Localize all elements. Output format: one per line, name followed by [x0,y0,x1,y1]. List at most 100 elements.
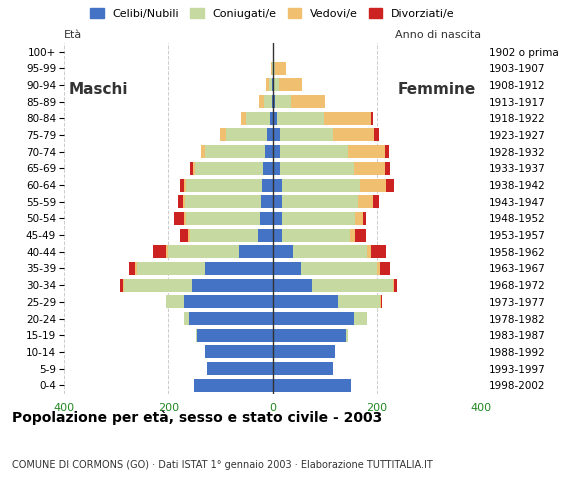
Bar [205,346,273,359]
Bar [238,245,273,258]
Bar [189,312,273,325]
Bar [263,162,273,175]
Bar [273,312,353,325]
Legend: Celibi/Nubili, Coniugati/e, Vedovi/e, Divorziati/e: Celibi/Nubili, Coniugati/e, Vedovi/e, Di… [90,8,455,19]
Bar [153,245,166,258]
Bar [379,262,390,275]
Bar [184,179,186,192]
Text: COMUNE DI CORMONS (GO) · Dati ISTAT 1° gennaio 2003 · Elaborazione TUTTITALIA.IT: COMUNE DI CORMONS (GO) · Dati ISTAT 1° g… [12,460,432,470]
Text: Anno di nascita: Anno di nascita [396,30,481,40]
Bar [385,162,390,175]
Bar [279,78,302,91]
Bar [186,195,261,208]
Bar [273,162,280,175]
Bar [184,312,189,325]
Bar [280,145,348,158]
Bar [346,329,348,342]
Bar [129,262,135,275]
Bar [137,262,205,275]
Bar [273,295,338,308]
Bar [277,112,324,125]
Bar [386,179,394,192]
Bar [201,145,205,158]
Bar [311,278,393,292]
Bar [360,179,386,192]
Bar [273,62,275,75]
Bar [196,329,197,342]
Bar [273,112,277,125]
Bar [375,129,379,142]
Bar [259,212,273,225]
Bar [273,95,275,108]
Bar [301,262,377,275]
Bar [324,112,371,125]
Bar [184,212,186,225]
Bar [358,195,374,208]
Bar [273,228,282,241]
Bar [275,95,291,108]
Bar [187,228,190,241]
Bar [393,278,394,292]
Bar [193,162,195,175]
Bar [355,212,363,225]
Bar [271,95,273,108]
Bar [168,245,238,258]
Bar [273,212,282,225]
Text: Popolazione per età, sesso e stato civile - 2003: Popolazione per età, sesso e stato civil… [12,410,382,425]
Bar [175,212,184,225]
Bar [258,228,273,241]
Bar [355,228,365,241]
Bar [177,195,183,208]
Bar [180,179,184,192]
Bar [259,95,264,108]
Bar [293,245,367,258]
Bar [273,278,311,292]
Bar [205,145,264,158]
Bar [371,112,374,125]
Bar [273,45,274,58]
Bar [165,295,184,308]
Text: Femmine: Femmine [398,82,476,96]
Bar [275,62,285,75]
Bar [385,145,389,158]
Bar [353,162,385,175]
Bar [380,295,382,308]
Bar [241,112,246,125]
Bar [374,195,379,208]
Bar [377,262,379,275]
Bar [280,162,353,175]
Bar [273,329,346,342]
Bar [135,262,137,275]
Text: Età: Età [64,30,82,40]
Bar [338,295,379,308]
Bar [350,228,355,241]
Bar [165,245,168,258]
Bar [280,129,332,142]
Bar [348,145,385,158]
Bar [273,346,335,359]
Bar [191,278,273,292]
Bar [271,78,273,91]
Bar [264,95,271,108]
Bar [226,129,267,142]
Bar [183,195,186,208]
Text: Maschi: Maschi [69,82,129,96]
Bar [184,295,273,308]
Bar [205,262,273,275]
Bar [186,212,259,225]
Bar [246,112,270,125]
Bar [379,295,380,308]
Bar [271,62,273,75]
Bar [367,245,371,258]
Bar [273,78,274,91]
Bar [273,362,333,375]
Bar [273,245,293,258]
Bar [273,195,282,208]
Bar [197,329,273,342]
Bar [264,145,273,158]
Bar [220,129,226,142]
Bar [273,145,280,158]
Bar [353,312,367,325]
Bar [207,362,273,375]
Bar [190,162,193,175]
